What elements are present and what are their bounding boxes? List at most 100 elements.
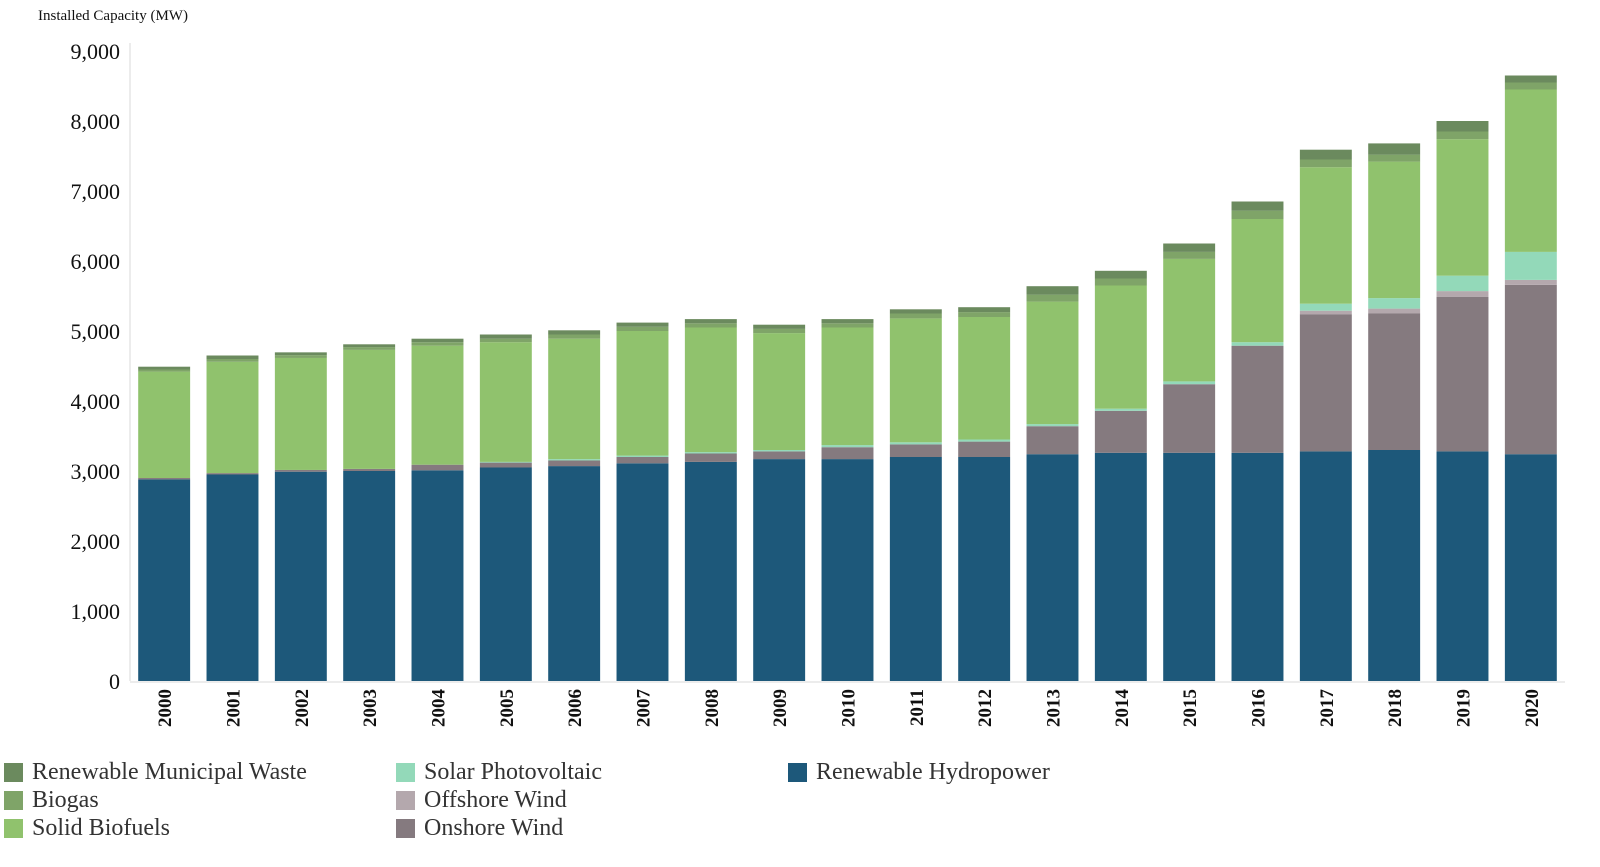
bar-segment-renewable-municipal-waste-2001 <box>206 355 259 359</box>
bar-segment-solid-biofuels-2014 <box>1094 285 1147 409</box>
x-ticks: 2000 2001 2002 2003 2004 2005 2006 2007 2008 2009… <box>155 689 1543 728</box>
bar-segment-solar-photovoltaic-2007 <box>616 455 669 457</box>
bar-segment-biogas-2006 <box>548 334 601 339</box>
bar-segment-solar-photovoltaic-2020 <box>1504 251 1557 280</box>
bar-segment-solid-biofuels-2017 <box>1299 167 1352 304</box>
bar-segment-biogas-2002 <box>274 355 327 358</box>
bar-segment-solid-biofuels-2003 <box>343 349 396 469</box>
x-tick-label: 2018 <box>1385 689 1406 727</box>
y-tick-label: 2,000 <box>71 529 121 554</box>
bar-segment-solid-biofuels-2006 <box>548 338 601 460</box>
bar-segment-renewable-hydropower-2010 <box>821 459 874 681</box>
bar-segment-solid-biofuels-2011 <box>889 318 942 443</box>
bar-segment-biogas-2017 <box>1299 159 1352 168</box>
bar-segment-renewable-municipal-waste-2020 <box>1504 75 1557 83</box>
legend-item-offshore-wind: Offshore Wind <box>396 788 567 812</box>
bar-segment-biogas-2004 <box>411 342 464 346</box>
x-tick-label: 2012 <box>975 689 996 727</box>
bar-segment-biogas-2010 <box>821 323 874 328</box>
bar-segment-onshore-wind-2011 <box>889 444 942 457</box>
bar-segment-renewable-hydropower-2001 <box>206 474 259 681</box>
bar-segment-renewable-municipal-waste-2017 <box>1299 149 1352 160</box>
bar-segment-onshore-wind-2013 <box>1026 426 1079 455</box>
legend-item-renewable-hydropower: Renewable Hydropower <box>788 760 1050 784</box>
bar-segment-solar-photovoltaic-2019 <box>1436 275 1489 292</box>
legend-item-biogas: Biogas <box>4 788 99 812</box>
legend-swatch <box>396 790 415 810</box>
bar-segment-solar-photovoltaic-2012 <box>958 439 1011 442</box>
y-tick-label: 6,000 <box>71 249 121 274</box>
bar-segment-onshore-wind-2009 <box>753 451 806 460</box>
legend-label: Solar Photovoltaic <box>424 759 602 785</box>
bar-segment-solid-biofuels-2013 <box>1026 301 1079 425</box>
legend: Renewable Municipal Waste Solar Photovolt… <box>0 760 1600 867</box>
bar-segment-solid-biofuels-2007 <box>616 331 669 456</box>
bar-segment-renewable-hydropower-2003 <box>343 471 396 681</box>
bar-segment-onshore-wind-2019 <box>1436 296 1489 452</box>
x-tick-label: 2006 <box>565 689 586 727</box>
bar-segment-solid-biofuels-2019 <box>1436 139 1489 276</box>
bar-segment-biogas-2016 <box>1231 210 1284 219</box>
bar-segment-onshore-wind-2010 <box>821 447 874 460</box>
bar-segment-solid-biofuels-2010 <box>821 327 874 446</box>
bar-stack-2018 <box>1368 143 1421 681</box>
x-tick-label: 2009 <box>770 689 791 727</box>
bar-segment-biogas-2011 <box>889 313 942 319</box>
bar-segment-renewable-municipal-waste-2014 <box>1094 270 1147 279</box>
bar-segment-renewable-hydropower-2019 <box>1436 451 1489 681</box>
bar-segment-onshore-wind-2020 <box>1504 284 1557 455</box>
bar-segment-biogas-2013 <box>1026 294 1079 302</box>
bar-segment-renewable-hydropower-2020 <box>1504 454 1557 681</box>
bar-segment-renewable-municipal-waste-2012 <box>958 307 1011 313</box>
bar-stack-2007 <box>616 322 669 681</box>
bar-segment-solar-photovoltaic-2008 <box>684 452 737 454</box>
bar-segment-solid-biofuels-2016 <box>1231 219 1284 343</box>
axes <box>129 43 1565 683</box>
bar-segment-renewable-municipal-waste-2015 <box>1163 243 1216 252</box>
legend-label: Solid Biofuels <box>32 815 171 841</box>
bar-segment-biogas-2000 <box>138 369 191 372</box>
bar-segment-renewable-municipal-waste-2007 <box>616 322 669 327</box>
bar-segment-renewable-municipal-waste-2005 <box>479 334 532 339</box>
legend-item-onshore-wind: Onshore Wind <box>396 816 563 840</box>
x-tick-label: 2007 <box>634 689 655 728</box>
bar-segment-onshore-wind-2006 <box>548 460 601 467</box>
x-tick-label: 2002 <box>292 689 313 727</box>
bar-segment-renewable-hydropower-2008 <box>684 461 737 681</box>
bar-stack-2014 <box>1094 270 1147 681</box>
legend-swatch <box>4 762 23 782</box>
y-tick-label: 5,000 <box>71 319 121 344</box>
bar-stack-2010 <box>821 319 874 681</box>
bar-segment-renewable-hydropower-2011 <box>889 457 942 681</box>
x-tick-label: 2013 <box>1044 689 1065 727</box>
bar-segment-biogas-2014 <box>1094 278 1147 286</box>
y-tick-label: 8,000 <box>71 109 121 134</box>
bar-segment-solar-photovoltaic-2011 <box>889 442 942 445</box>
bar-stack-2016 <box>1231 201 1284 681</box>
bar-stack-2012 <box>958 307 1011 681</box>
x-tick-label: 2001 <box>224 689 245 727</box>
x-tick-label: 2004 <box>429 689 450 728</box>
bar-segment-biogas-2008 <box>684 323 737 328</box>
x-tick-label: 2010 <box>839 689 860 727</box>
y-tick-label: 4,000 <box>71 389 121 414</box>
x-tick-label: 2000 <box>155 689 176 727</box>
bar-segment-offshore-wind-2020 <box>1504 279 1557 285</box>
bar-segment-biogas-2019 <box>1436 131 1489 140</box>
bar-segment-renewable-municipal-waste-2003 <box>343 344 396 348</box>
bar-segment-onshore-wind-2018 <box>1368 313 1421 450</box>
bar-segment-renewable-municipal-waste-2016 <box>1231 201 1284 211</box>
bar-segment-renewable-municipal-waste-2006 <box>548 330 601 335</box>
bar-segment-onshore-wind-2000 <box>138 478 191 480</box>
bar-segment-solar-photovoltaic-2018 <box>1368 298 1421 309</box>
bar-segment-solar-photovoltaic-2010 <box>821 445 874 448</box>
bar-segment-renewable-hydropower-2007 <box>616 463 669 681</box>
bar-segment-solid-biofuels-2009 <box>753 333 806 450</box>
bar-segment-renewable-hydropower-2015 <box>1163 452 1216 681</box>
legend-label: Renewable Hydropower <box>816 759 1050 785</box>
bar-segment-biogas-2003 <box>343 347 396 350</box>
bar-segment-solar-photovoltaic-2014 <box>1094 408 1147 411</box>
bar-segment-renewable-hydropower-2014 <box>1094 452 1147 681</box>
legend-label: Offshore Wind <box>424 787 567 813</box>
bar-segment-onshore-wind-2015 <box>1163 384 1216 453</box>
